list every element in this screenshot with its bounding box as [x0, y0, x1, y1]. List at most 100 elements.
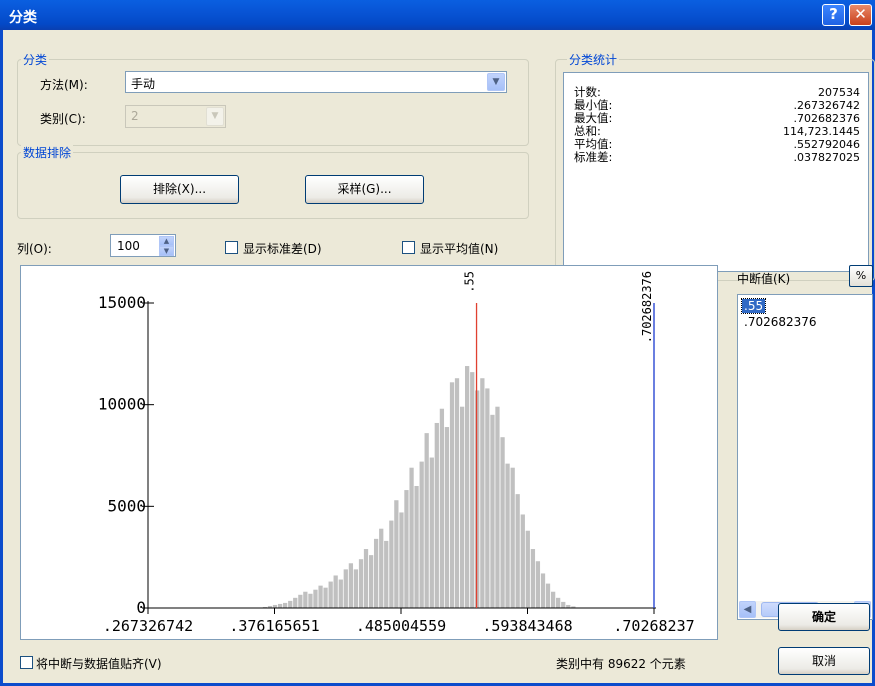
- histogram-bar: [545, 583, 551, 608]
- stat-label: 计数:: [574, 85, 601, 99]
- histogram-bar: [500, 437, 505, 608]
- histogram-bar: [434, 422, 439, 608]
- classification-stats-label: 分类统计: [567, 51, 620, 68]
- histogram-bar: [520, 514, 525, 608]
- data-exclusion-group: [17, 152, 529, 219]
- histogram-bar: [490, 414, 495, 608]
- spin-up-icon[interactable]: ▲: [159, 236, 174, 246]
- histogram-bar: [551, 591, 556, 608]
- break-value-item[interactable]: .702682376: [744, 315, 817, 329]
- stat-row-sum: 总和: 114,723.1445: [574, 125, 860, 139]
- stat-label: 平均值:: [574, 137, 613, 151]
- histogram-bar: [308, 593, 313, 608]
- histogram-bar: [414, 486, 419, 608]
- histogram-bar: [394, 500, 399, 608]
- histogram-bar: [328, 581, 333, 608]
- histogram-bar: [358, 559, 364, 608]
- histogram-bar: [343, 569, 348, 608]
- method-select[interactable]: 手动 ▼: [125, 71, 507, 93]
- columns-spinner[interactable]: 100 ▲ ▼: [110, 234, 176, 257]
- histogram-bar: [409, 467, 414, 608]
- histogram-bar: [540, 573, 546, 608]
- chevron-down-icon[interactable]: ▼: [206, 107, 224, 126]
- histogram-bar: [338, 579, 343, 608]
- snap-checkbox[interactable]: [20, 656, 33, 669]
- stat-row-min: 最小值: .267326742: [574, 98, 860, 113]
- method-value: 手动: [131, 77, 156, 91]
- y-tick-label: 10000: [98, 395, 146, 414]
- histogram-bar: [318, 585, 323, 608]
- histogram-chart[interactable]: 0 5000 10000 15000 .267326742 .376165651 .4850…: [21, 266, 717, 639]
- stat-value: 207534: [818, 86, 860, 99]
- histogram-bar: [505, 463, 510, 608]
- element-count-text: 类别中有 89622 个元素: [556, 657, 686, 671]
- classes-value: 2: [131, 109, 139, 123]
- chevron-down-icon[interactable]: ▼: [487, 73, 505, 91]
- histogram-bar: [495, 406, 500, 608]
- close-button[interactable]: ✕: [849, 4, 872, 26]
- histogram-bar: [267, 605, 273, 608]
- classification-group-label: 分类: [21, 51, 50, 68]
- x-tick-label: .267326742: [103, 617, 193, 635]
- show-std-label: 显示标准差(D): [243, 242, 322, 256]
- histogram-bar: [303, 591, 308, 608]
- cancel-button[interactable]: 取消: [778, 647, 870, 675]
- x-tick-label: .376165651: [229, 617, 319, 635]
- histogram-panel[interactable]: 0 5000 10000 15000 .267326742 .376165651 .4850…: [20, 265, 718, 640]
- stat-row-count: 计数: 207534: [574, 85, 860, 100]
- y-tick-label: 0: [136, 598, 146, 617]
- histogram-bar: [470, 372, 475, 608]
- ok-button[interactable]: 确定: [778, 603, 870, 631]
- stats-panel: 计数: 207534 最小值: .267326742 最大值: .702682376 …: [563, 72, 869, 272]
- stat-label: 最大值:: [574, 111, 613, 125]
- histogram-bar: [368, 555, 374, 608]
- histogram-bar: [288, 600, 293, 608]
- histogram-bar: [313, 589, 318, 608]
- show-std-checkbox[interactable]: [225, 241, 238, 254]
- histogram-bar: [399, 512, 404, 608]
- histogram-bar: [323, 587, 328, 608]
- stat-row-max: 最大值: .702682376: [574, 111, 860, 126]
- data-exclusion-group-label: 数据排除: [21, 144, 74, 161]
- histogram-bar: [460, 406, 465, 608]
- histogram-bar: [449, 382, 455, 608]
- histogram-bar: [293, 597, 298, 608]
- histogram-bar: [389, 520, 394, 608]
- stat-label: 标准差:: [574, 150, 613, 164]
- histogram-bar: [439, 408, 445, 608]
- histogram-bar: [424, 433, 429, 608]
- histogram-bar: [282, 602, 288, 608]
- histogram-bar: [298, 594, 303, 608]
- scroll-left-icon[interactable]: ◀: [739, 601, 756, 618]
- break-values-list[interactable]: .55 .702682376 ◀ ||| ▶: [737, 294, 873, 620]
- histogram-bar: [464, 366, 470, 608]
- columns-value: 100: [117, 239, 140, 253]
- snap-label: 将中断与数据值贴齐(V): [36, 657, 162, 671]
- histogram-bar: [510, 467, 515, 608]
- histogram-bar: [475, 390, 480, 608]
- histogram-bar: [373, 538, 379, 608]
- spin-down-icon[interactable]: ▼: [159, 246, 174, 256]
- histogram-bar: [566, 604, 571, 608]
- columns-label: 列(O):: [17, 242, 52, 256]
- percent-button[interactable]: %: [849, 265, 873, 287]
- sampling-button[interactable]: 采样(G)...: [305, 175, 424, 204]
- histogram-bar: [384, 540, 389, 608]
- break-line-label: .702682376: [640, 271, 654, 343]
- histogram-bar: [277, 603, 283, 608]
- show-mean-checkbox[interactable]: [402, 241, 415, 254]
- stat-row-mean: 平均值: .552792046: [574, 137, 860, 152]
- histogram-bar: [535, 561, 541, 608]
- histogram-bar: [571, 606, 576, 608]
- classification-group: [17, 59, 529, 146]
- break-value-item[interactable]: .55: [740, 298, 767, 314]
- stat-value: .037827025: [793, 151, 860, 164]
- break-line-label: .55: [463, 271, 477, 293]
- help-button[interactable]: ?: [822, 4, 845, 26]
- title-bar[interactable]: 分类 ? ✕: [0, 0, 875, 30]
- classes-select[interactable]: 2 ▼: [125, 105, 226, 128]
- exclude-button[interactable]: 排除(X)...: [120, 175, 239, 204]
- method-label: 方法(M):: [40, 78, 88, 92]
- window-title: 分类: [9, 10, 37, 26]
- stat-label: 最小值:: [574, 98, 613, 112]
